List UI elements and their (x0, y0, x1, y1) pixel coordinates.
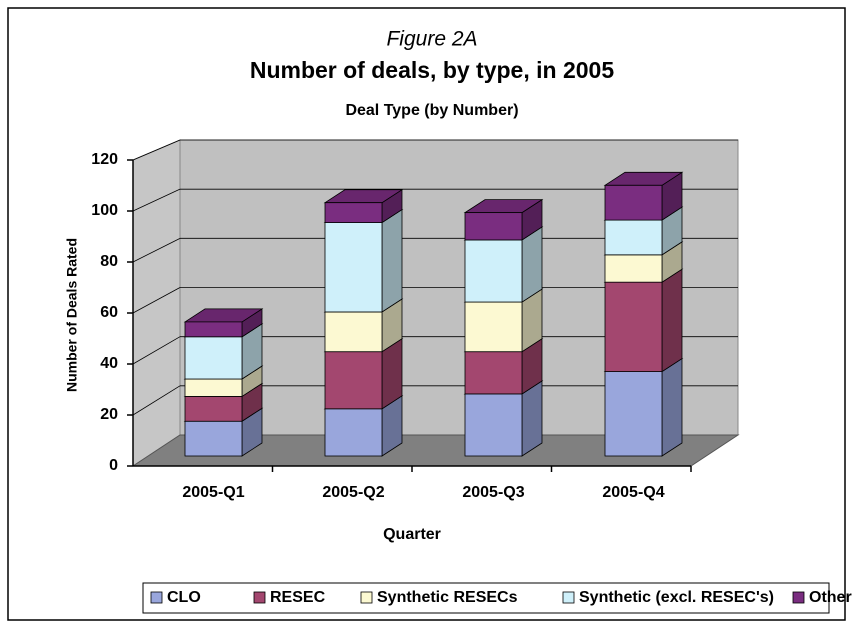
grid-line (132, 385, 181, 416)
bar-front (464, 212, 523, 241)
legend-label: Other (809, 589, 852, 606)
grid-line (132, 336, 181, 365)
legend-swatch (792, 591, 805, 604)
bar-segment (323, 208, 404, 313)
bar-front (464, 393, 523, 457)
bar-segment (183, 407, 264, 457)
legend-label: Synthetic RESECs (377, 589, 518, 606)
bar-front (184, 420, 243, 457)
x-tick-label: 2005-Q1 (182, 484, 244, 501)
bar-front (324, 202, 383, 223)
bar-front (324, 351, 383, 410)
y-tick-label: 120 (91, 151, 118, 168)
bar-front (464, 239, 523, 303)
legend-swatch (360, 591, 373, 604)
bar-segment (603, 171, 684, 221)
legend-swatch (150, 591, 163, 604)
y-axis-title: Number of Deals Rated (64, 238, 80, 392)
bar-front (604, 219, 663, 256)
bar-segment (603, 357, 684, 457)
grid-line (132, 188, 181, 212)
legend-label: Synthetic (excl. RESEC's) (579, 589, 774, 606)
side-wall (132, 139, 181, 467)
legend-label: CLO (167, 589, 201, 606)
bar-segment (183, 308, 264, 338)
grid-line (132, 139, 181, 161)
x-tick-label: 2005-Q2 (322, 484, 384, 501)
grid-line (132, 287, 181, 314)
figure-label: Figure 2A (386, 28, 477, 51)
bar-front (184, 321, 243, 338)
legend-label: RESEC (270, 589, 326, 606)
y-tick-label: 40 (100, 355, 118, 372)
grid-line (132, 237, 181, 263)
bar-front (184, 378, 243, 397)
bar-front (324, 311, 383, 353)
bar-front (324, 408, 383, 457)
chart-title: Number of deals, by type, in 2005 (250, 57, 614, 83)
bar-front (184, 395, 243, 422)
bar-front (184, 336, 243, 380)
legend-swatch (562, 591, 575, 604)
bar-segment (323, 188, 404, 224)
x-tick-label: 2005-Q4 (602, 484, 664, 501)
x-tick-label: 2005-Q3 (462, 484, 524, 501)
bar-front (464, 301, 523, 353)
bar-segment (463, 198, 544, 241)
bar-segment (603, 268, 684, 373)
chart-subtitle: Deal Type (by Number) (345, 102, 518, 119)
y-tick-label: 60 (100, 304, 118, 321)
y-tick-label: 0 (109, 457, 118, 474)
bar-front (324, 222, 383, 313)
legend-swatch (253, 591, 266, 604)
bar-front (604, 254, 663, 283)
bar-front (604, 371, 663, 457)
bar-side (661, 357, 683, 457)
bar-side (381, 208, 403, 313)
bar-front (464, 351, 523, 395)
bar-segment (463, 226, 544, 303)
y-tick-label: 20 (100, 406, 118, 423)
bar-front (604, 281, 663, 372)
bar-side (661, 268, 683, 373)
y-tick-label: 80 (100, 253, 118, 270)
y-tick-label: 100 (91, 202, 118, 219)
bar-front (604, 184, 663, 221)
x-axis-title: Quarter (383, 526, 441, 543)
